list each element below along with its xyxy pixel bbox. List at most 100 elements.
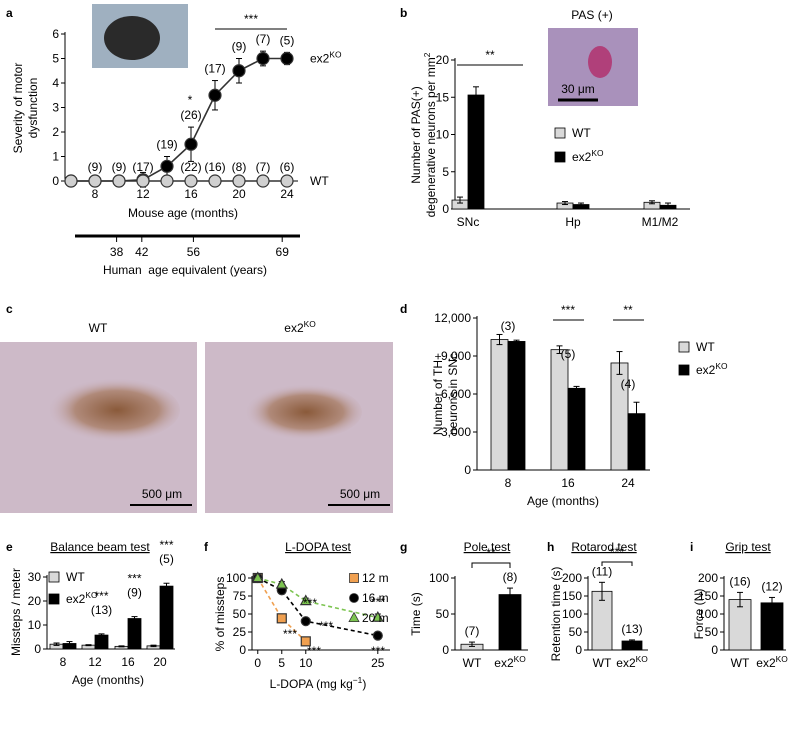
significance: **: [623, 303, 633, 317]
x-tick-label: 24: [280, 187, 294, 201]
x-axis-label: Age (months): [72, 673, 144, 687]
y-tick-label: 30: [28, 570, 42, 584]
text-part: (13): [621, 622, 642, 636]
n-label: (5): [159, 552, 174, 566]
text-part: (17): [132, 160, 153, 174]
text-part: 100: [429, 571, 449, 585]
x-tick-label: WT: [463, 656, 482, 670]
y-tick-label: 20: [28, 594, 42, 608]
text-part: a: [6, 6, 13, 20]
text-part: 8: [60, 655, 67, 669]
text-part: 16 m: [362, 591, 389, 605]
bar: [550, 349, 569, 471]
text-part: *: [188, 93, 193, 107]
text-part: 42: [135, 245, 149, 259]
x-tick-label: 12: [136, 187, 150, 201]
inset-scale-label: 30 μm: [561, 82, 595, 96]
series-line: [257, 577, 307, 642]
significance: ***: [303, 596, 317, 610]
n-label: (26): [180, 108, 201, 122]
y-tick-label: 100: [226, 571, 246, 585]
n-label: (9): [127, 586, 142, 600]
marker: [184, 174, 198, 188]
text-part: ex2: [696, 363, 716, 377]
x-tick-label: M1/M2: [642, 215, 679, 229]
n-label: (8): [503, 570, 518, 584]
histology-stain: [40, 378, 180, 442]
scale-label: 500 μm: [340, 487, 380, 501]
marker: [136, 174, 150, 188]
text-part: (9): [232, 40, 247, 54]
text-part: (26): [180, 108, 201, 122]
x-tick-label: WT: [593, 656, 612, 670]
text-part: (12): [761, 579, 782, 593]
n-label: (9): [112, 160, 127, 174]
panel-letter: g: [400, 540, 407, 554]
significance: ***: [283, 627, 297, 641]
x-tick-label: 20: [232, 187, 246, 201]
n-label: (9): [88, 160, 103, 174]
superscript: KO: [715, 361, 728, 371]
text-part: 20: [436, 53, 450, 67]
text-part: 50: [569, 625, 583, 639]
significance: **: [485, 48, 495, 62]
y-tick-label: 150: [562, 589, 582, 603]
x-tick-label: 5: [278, 656, 285, 670]
text-part: Pole test: [464, 540, 511, 554]
text-part: Missteps / meter: [9, 568, 23, 656]
significance: ***: [159, 538, 173, 552]
text-part: WT: [731, 656, 750, 670]
text-part: SNc: [457, 215, 480, 229]
text-part: (5): [561, 347, 576, 361]
panel-letter: e: [6, 540, 13, 554]
text-part: 3: [52, 101, 59, 115]
x-tick-label: 10: [299, 656, 313, 670]
text-part: **: [623, 303, 633, 317]
text-part: 16: [561, 476, 575, 490]
text-part: 6,000: [441, 387, 471, 401]
significance: ***: [319, 619, 333, 633]
text-part: ***: [371, 595, 385, 609]
y-tick-label: 1: [52, 150, 59, 164]
legend-swatch: [678, 364, 690, 376]
bar: [760, 602, 784, 651]
scale-label: 500 μm: [142, 487, 182, 501]
text-part: WT: [593, 656, 612, 670]
x-tick-label: 20: [153, 655, 167, 669]
text-part: 25: [233, 625, 247, 639]
y-axis-label: Time (s): [409, 592, 423, 636]
text-part: neurons in SNc: [446, 353, 460, 435]
text-part: (5): [280, 33, 295, 47]
text-part: 24: [280, 187, 294, 201]
significance: ***: [127, 572, 141, 586]
x-tick-label: 16: [561, 476, 575, 490]
y-axis-label: Missteps / meter: [9, 568, 23, 656]
text-part: **: [486, 546, 496, 560]
text-part: 0: [464, 463, 471, 477]
text-part: ***: [371, 644, 385, 658]
text-part: **: [485, 48, 495, 62]
text-part: 5: [52, 52, 59, 66]
y-tick-label: 200: [698, 571, 718, 585]
x-tick-label: WT: [731, 656, 750, 670]
marker: [372, 630, 383, 641]
marker: [371, 610, 384, 622]
text-part: 10: [28, 618, 42, 632]
n-label: (3): [501, 319, 516, 333]
marker: [232, 64, 246, 78]
image-label: ex2KO: [284, 319, 316, 335]
superscript: KO: [591, 148, 604, 158]
text-part: 8: [92, 187, 99, 201]
n-label: (19): [156, 138, 177, 152]
x-tick-label: SNc: [457, 215, 480, 229]
legend-swatch: [554, 151, 566, 163]
text-part: 38: [110, 245, 124, 259]
text-part: ***: [244, 12, 258, 26]
y-axis-label: % of missteps: [213, 577, 227, 652]
inset-image-cell: [588, 46, 612, 78]
superscript: KO: [85, 590, 98, 600]
marker: [348, 611, 360, 622]
legend-swatch: [48, 593, 60, 605]
series-line: [257, 577, 378, 637]
significance: ***: [371, 595, 385, 609]
